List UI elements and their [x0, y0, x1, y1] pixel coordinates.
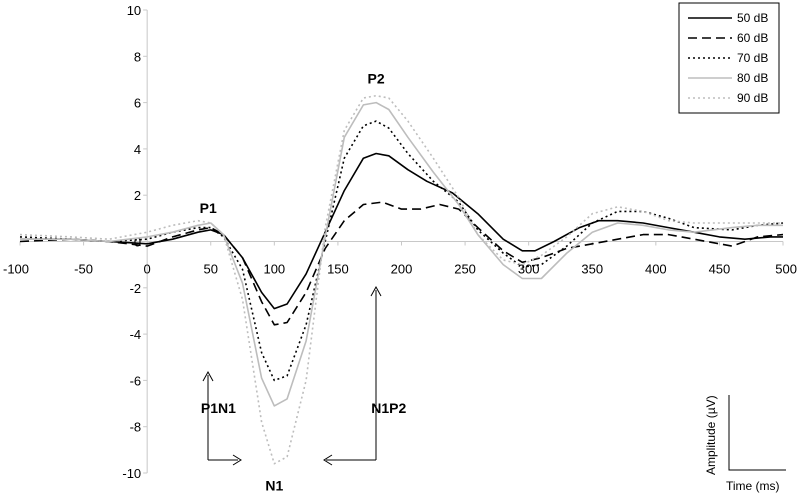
n1p2-arrowhead-left — [323, 454, 333, 466]
annotation-p2: P2 — [368, 70, 385, 86]
p1n1-arrowhead-up — [202, 370, 214, 382]
x-tick-label: 500 — [775, 262, 797, 277]
x-tick-label: -100 — [3, 262, 29, 277]
x-tick-label: 0 — [144, 262, 151, 277]
x-tick-label: 250 — [454, 262, 476, 277]
series-line-90-db — [19, 94, 783, 465]
series-line-60-db — [19, 201, 784, 326]
x-tick-label: 50 — [204, 262, 218, 277]
y-tick-label: 8 — [134, 49, 141, 64]
legend-label: 90 dB — [737, 91, 768, 105]
series-layer — [19, 94, 784, 465]
annotation-n1: N1 — [265, 478, 283, 494]
y-tick-label: 10 — [127, 3, 141, 18]
y-tick-label: -8 — [130, 420, 142, 435]
y-tick-label: -2 — [130, 281, 142, 296]
annotation-p1: P1 — [200, 200, 217, 216]
x-tick-label: 450 — [709, 262, 731, 277]
series-line-50-db — [20, 152, 783, 310]
series-line-80-db — [20, 101, 783, 407]
series-line-70-db — [19, 120, 784, 382]
y-tick-label: 4 — [134, 142, 141, 157]
y-tick-label: -6 — [130, 373, 142, 388]
x-tick-label: 400 — [645, 262, 667, 277]
legend: 50 dB 60 dB 70 dB 80 dB 90 dB — [678, 2, 780, 114]
x-tick-label: 200 — [391, 262, 413, 277]
y-tick-label: -4 — [130, 327, 142, 342]
x-tick-label: 350 — [581, 262, 603, 277]
annotation-p1n1: P1N1 — [201, 400, 236, 416]
y-tick-label: 6 — [134, 96, 141, 111]
y-tick-label: -10 — [122, 466, 141, 481]
annotation-n1p2: N1P2 — [371, 400, 406, 416]
x-tick-label: 300 — [518, 262, 540, 277]
x-tick-label: 100 — [263, 262, 285, 277]
x-tick-label: -50 — [74, 262, 93, 277]
n1p2-arrowhead-up — [370, 285, 382, 297]
x-tick-label: 150 — [327, 262, 349, 277]
p1n1-arrowhead-right — [232, 454, 242, 466]
scale-bar-lines — [728, 395, 786, 471]
annotations: P1 P2 N1 P1N1 N1P2 — [200, 70, 407, 493]
legend-label: 60 dB — [737, 31, 768, 45]
y-tick-label: 2 — [134, 188, 141, 203]
scale-bar-xlabel: Time (ms) — [726, 479, 780, 493]
scale-bar: Amplitude (µV) Time (ms) — [704, 395, 786, 493]
legend-label: 70 dB — [737, 51, 768, 65]
legend-label: 80 dB — [737, 71, 768, 85]
scale-bar-ylabel: Amplitude (µV) — [704, 395, 718, 475]
y-tick-label: 0 — [134, 235, 141, 250]
legend-label: 50 dB — [737, 11, 768, 25]
